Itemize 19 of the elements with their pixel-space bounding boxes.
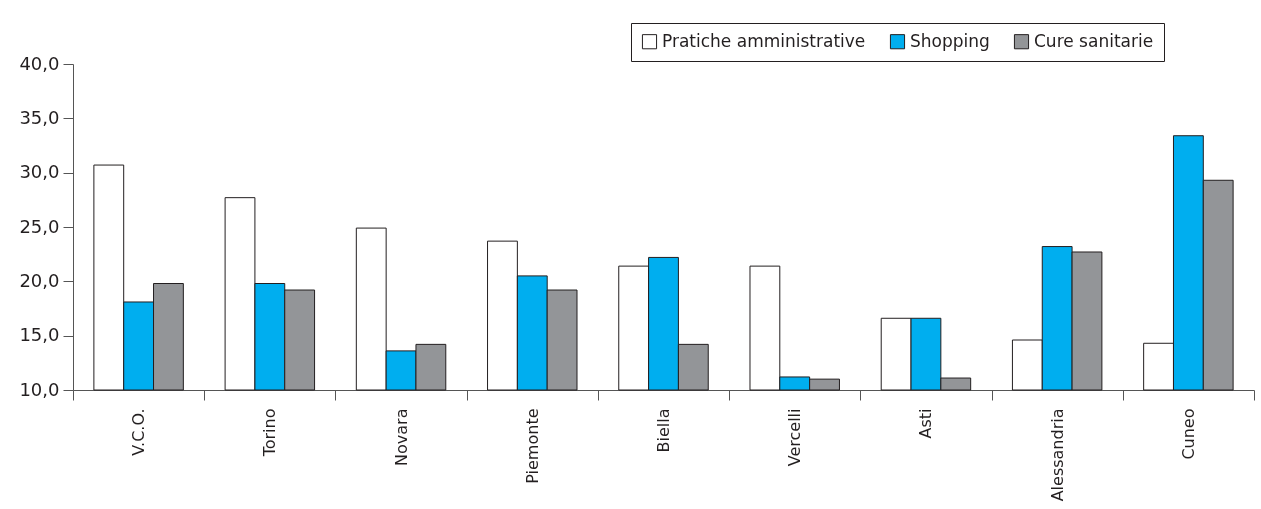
- y-tick-label: 30,0: [19, 161, 60, 183]
- y-tick-label: 10,0: [19, 378, 60, 400]
- x-tick-label: Novara: [391, 408, 411, 466]
- legend-label: Shopping: [910, 30, 990, 51]
- x-tick-label: Cuneo: [1178, 408, 1198, 460]
- y-tick-label: 35,0: [19, 106, 60, 128]
- x-tick-label: Biella: [654, 408, 673, 453]
- x-tick-label: Torino: [260, 408, 280, 458]
- y-tick-label: 40,0: [19, 52, 60, 74]
- legend-label: Cure sanitarie: [1034, 30, 1154, 51]
- y-tick-label: 15,0: [19, 324, 60, 346]
- x-tick-label: Vercelli: [785, 408, 805, 467]
- x-tick-label: Asti: [916, 408, 936, 439]
- legend-label: Pratiche amministrative: [662, 30, 866, 51]
- x-tick-label: V.C.O.: [129, 408, 149, 456]
- y-tick-label: 25,0: [19, 215, 60, 237]
- x-tick-label: Piemonte: [522, 408, 542, 484]
- x-tick-label: Alessandria: [1047, 408, 1067, 502]
- y-tick-label: 20,0: [19, 269, 60, 291]
